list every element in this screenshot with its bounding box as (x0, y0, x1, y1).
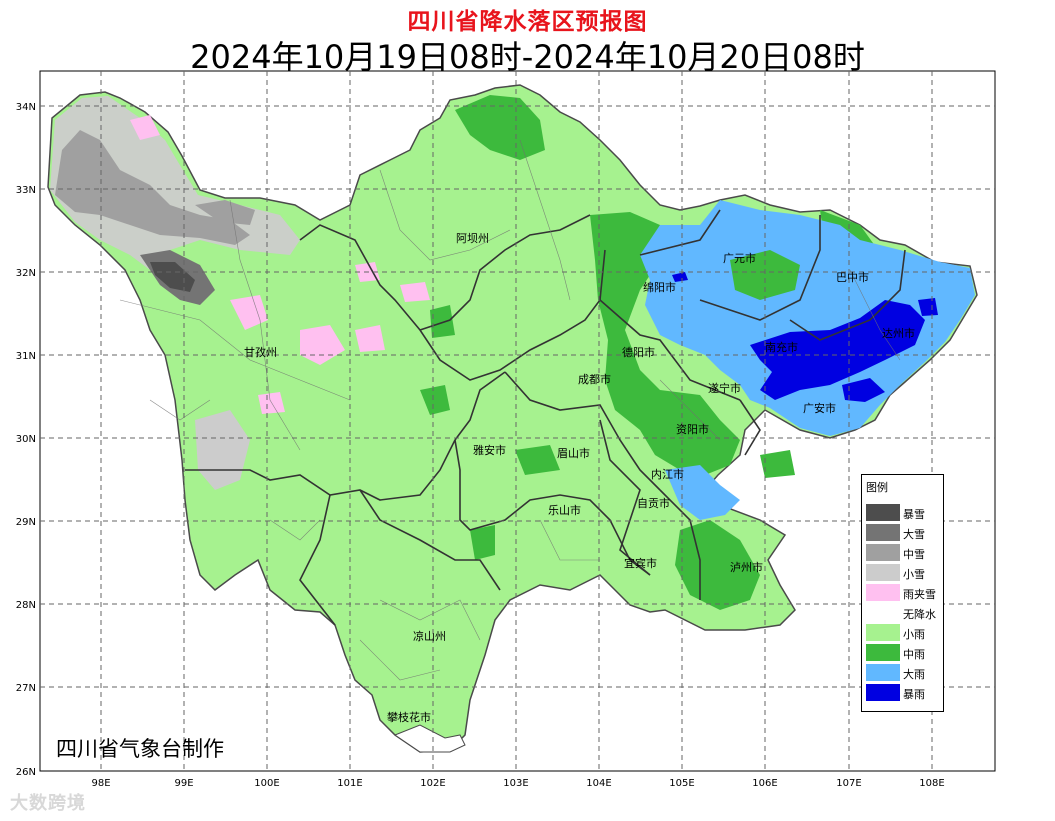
lat-tick-label: 34N (16, 102, 36, 113)
lat-tick-label: 31N (16, 351, 36, 362)
city-label: 雅安市 (473, 443, 506, 457)
blizzard-zone (150, 262, 195, 292)
map-title: 四川省降水落区预报图 (407, 9, 648, 35)
legend-label: 暴雨 (903, 688, 925, 701)
legend-item: 雨夹雪 (866, 584, 942, 601)
city-label: 眉山市 (557, 446, 590, 460)
legend-item: 无降水 (866, 604, 942, 621)
city-label: 乐山市 (548, 503, 581, 517)
snow-patch-north (195, 200, 255, 225)
heavy-rain-zone-south (665, 465, 740, 520)
watermark: 大数跨境 (10, 793, 86, 814)
city-label: 宜宾市 (624, 556, 657, 570)
legend-swatch (866, 664, 900, 681)
city-label: 凉山州 (413, 629, 446, 643)
legend-item: 小雪 (866, 564, 942, 581)
city-label: 广元市 (723, 251, 756, 265)
city-label: 广安市 (803, 401, 836, 415)
legend-label: 大雨 (903, 668, 925, 681)
lat-tick-label: 32N (16, 268, 36, 279)
legend-label: 小雪 (903, 568, 925, 581)
legend-title: 图例 (866, 481, 888, 494)
legend-item: 大雪 (866, 524, 942, 541)
rainstorm-zones (672, 272, 938, 402)
legend-swatch (866, 544, 900, 561)
heavy-rain-zone (640, 200, 975, 436)
city-label: 成都市 (578, 372, 611, 386)
lon-tick-label: 98E (91, 778, 110, 789)
lon-tick-label: 106E (752, 778, 777, 789)
legend-item: 小雨 (866, 624, 942, 641)
city-label: 绵阳市 (643, 280, 676, 294)
moderate-snow-zone (55, 130, 250, 245)
city-label: 南充市 (765, 340, 798, 354)
legend-item: 中雨 (866, 644, 942, 661)
no-precip-zone (393, 724, 466, 753)
legend-swatch (866, 504, 900, 521)
county-boundaries (119, 139, 901, 681)
legend-label: 暴雪 (903, 508, 925, 521)
legend-item: 暴雨 (866, 684, 942, 701)
legend-item: 中雪 (866, 544, 942, 561)
city-label: 自贡市 (637, 496, 670, 510)
legend-swatch (866, 604, 900, 621)
legend-swatch (866, 564, 900, 581)
legend-item: 暴雪 (866, 504, 942, 521)
city-label: 遂宁市 (708, 381, 741, 395)
legend-label: 大雪 (903, 528, 925, 541)
map-subtitle: 2024年10月19日08时-2024年10月20日08时 (190, 38, 865, 76)
lat-tick-label: 33N (16, 185, 36, 196)
legend-swatch (866, 584, 900, 601)
city-label: 甘孜州 (244, 345, 277, 359)
lon-tick-label: 101E (337, 778, 362, 789)
legend-swatch (866, 624, 900, 641)
lon-tick-label: 104E (586, 778, 611, 789)
legend-label: 中雪 (903, 548, 925, 561)
credit-text: 四川省气象台制作 (56, 737, 224, 761)
lat-tick-label: 27N (16, 683, 36, 694)
legend: 图例 暴雪大雪中雪小雪雨夹雪无降水小雨中雨大雨暴雨 (861, 474, 944, 712)
city-label: 攀枝花市 (387, 710, 431, 724)
legend-swatch (866, 524, 900, 541)
prefecture-boundaries (185, 209, 906, 626)
moderate-rain-inner (730, 250, 800, 300)
moderate-rain-zones (420, 95, 878, 610)
legend-label: 小雨 (903, 628, 925, 641)
sleet-patches (130, 115, 430, 414)
city-label: 达州市 (882, 326, 915, 340)
axis-ticks: 34N 33N 32N 31N 30N 29N 28N 27N 26N 98E 99E 100E 101… (16, 102, 945, 789)
lon-tick-label: 99E (174, 778, 193, 789)
city-label: 内江市 (651, 467, 684, 481)
lon-tick-label: 100E (254, 778, 279, 789)
city-label: 德阳市 (622, 345, 655, 359)
city-label: 巴中市 (836, 270, 869, 284)
lat-tick-label: 30N (16, 434, 36, 445)
lon-tick-label: 108E (919, 778, 944, 789)
graticule (40, 71, 995, 771)
legend-label: 无降水 (903, 608, 936, 621)
legend-swatch (866, 644, 900, 661)
lon-tick-label: 107E (836, 778, 861, 789)
city-label: 泸州市 (730, 560, 763, 574)
lat-tick-label: 28N (16, 600, 36, 611)
legend-label: 雨夹雪 (903, 588, 936, 601)
city-label: 资阳市 (676, 422, 709, 436)
lat-tick-label: 26N (16, 767, 36, 778)
lon-tick-label: 103E (503, 778, 528, 789)
lon-tick-label: 102E (420, 778, 445, 789)
lon-tick-label: 105E (669, 778, 694, 789)
city-label: 阿坝州 (456, 231, 489, 245)
lat-tick-label: 29N (16, 517, 36, 528)
legend-item: 大雨 (866, 664, 942, 681)
legend-swatch (866, 684, 900, 701)
legend-label: 中雨 (903, 648, 925, 661)
